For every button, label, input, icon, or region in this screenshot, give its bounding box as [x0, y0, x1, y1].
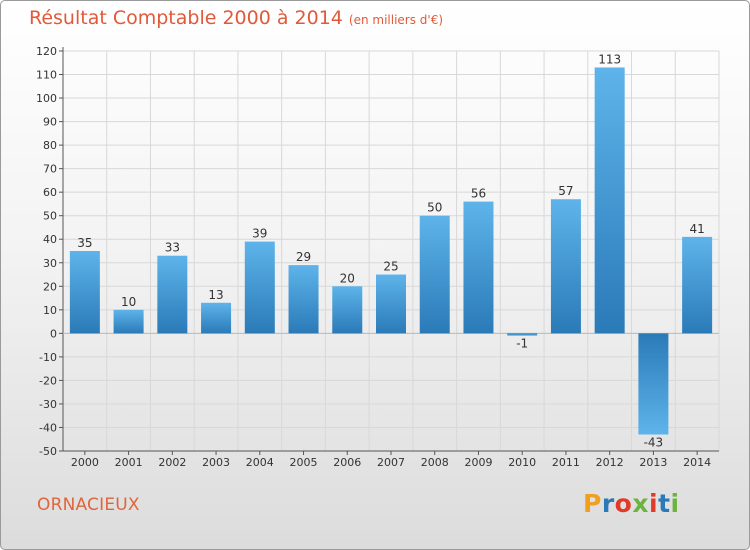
- x-tick-label: 2002: [158, 456, 186, 469]
- x-tick-label: 2003: [202, 456, 230, 469]
- y-tick-label: 90: [43, 116, 57, 129]
- commune-name: ORNACIEUX: [37, 495, 140, 515]
- value-label: 57: [558, 184, 573, 198]
- y-tick-label: 0: [50, 327, 57, 340]
- value-label: 20: [340, 271, 355, 285]
- x-tick-label: 2004: [246, 456, 274, 469]
- value-label: 39: [252, 227, 267, 241]
- value-label: 50: [427, 201, 442, 215]
- bar: [463, 201, 494, 334]
- y-tick-label: -20: [39, 374, 57, 387]
- value-label: 13: [208, 288, 223, 302]
- value-label: -43: [644, 436, 664, 450]
- chart-title-text: Résultat Comptable 2000 à 2014: [29, 7, 343, 29]
- y-tick-label: 120: [36, 45, 57, 58]
- logo-letter: x: [632, 489, 649, 518]
- labels: 1201101009080706050403020100-10-20-30-40…: [36, 45, 711, 469]
- value-label: 25: [383, 260, 398, 274]
- x-tick-label: 2009: [464, 456, 492, 469]
- bar: [376, 274, 406, 334]
- bar: [288, 265, 319, 334]
- x-tick-label: 2014: [683, 456, 711, 469]
- bar: [157, 255, 188, 334]
- bar: [594, 67, 625, 334]
- x-tick-label: 2013: [639, 456, 667, 469]
- y-tick-label: 10: [43, 304, 57, 317]
- x-tick-label: 2012: [596, 456, 624, 469]
- x-tick-label: 2011: [552, 456, 580, 469]
- y-tick-label: 80: [43, 139, 57, 152]
- logo-letter: i: [670, 489, 680, 518]
- y-tick-label: 60: [43, 186, 57, 199]
- logo-letter: i: [649, 489, 659, 518]
- logo-letter: r: [601, 489, 615, 518]
- value-label: 113: [598, 52, 621, 66]
- bar: [113, 309, 144, 334]
- x-tick-label: 2007: [377, 456, 405, 469]
- x-tick-label: 2000: [71, 456, 99, 469]
- value-label: -1: [516, 337, 528, 351]
- bar: [638, 333, 669, 435]
- y-tick-label: 30: [43, 257, 57, 270]
- bar: [332, 286, 363, 334]
- bar: [244, 241, 275, 334]
- x-tick-label: 2006: [333, 456, 361, 469]
- chart-title: Résultat Comptable 2000 à 2014 (en millie…: [29, 7, 443, 29]
- value-label: 35: [77, 236, 92, 250]
- value-label: 33: [165, 241, 180, 255]
- y-tick-label: -50: [39, 445, 57, 458]
- y-tick-label: -40: [39, 421, 57, 434]
- value-label: 41: [689, 222, 704, 236]
- x-tick-label: 2008: [421, 456, 449, 469]
- x-tick-label: 2010: [508, 456, 536, 469]
- value-label: 10: [121, 295, 136, 309]
- logo-letter: t: [658, 489, 671, 518]
- value-label: 29: [296, 250, 311, 264]
- x-tick-label: 2005: [290, 456, 318, 469]
- bar: [69, 251, 100, 334]
- y-tick-label: -30: [39, 398, 57, 411]
- y-tick-label: 100: [36, 92, 57, 105]
- bars: [69, 67, 713, 435]
- chart-unit: (en milliers d'€): [348, 13, 444, 27]
- y-tick-label: 70: [43, 163, 57, 176]
- logo-letter: P: [583, 489, 602, 518]
- y-tick-label: 40: [43, 233, 57, 246]
- y-tick-label: -10: [39, 351, 57, 364]
- bar: [201, 302, 232, 334]
- bar: [550, 199, 581, 334]
- y-tick-label: 20: [43, 280, 57, 293]
- proxiti-logo[interactable]: Proxiti: [583, 489, 680, 518]
- bar: [507, 333, 538, 336]
- value-label: 56: [471, 187, 486, 201]
- x-tick-label: 2001: [115, 456, 143, 469]
- y-tick-label: 50: [43, 210, 57, 223]
- logo-letter: o: [614, 489, 633, 518]
- y-tick-label: 110: [36, 69, 57, 82]
- bar: [682, 236, 713, 334]
- bar: [419, 215, 450, 334]
